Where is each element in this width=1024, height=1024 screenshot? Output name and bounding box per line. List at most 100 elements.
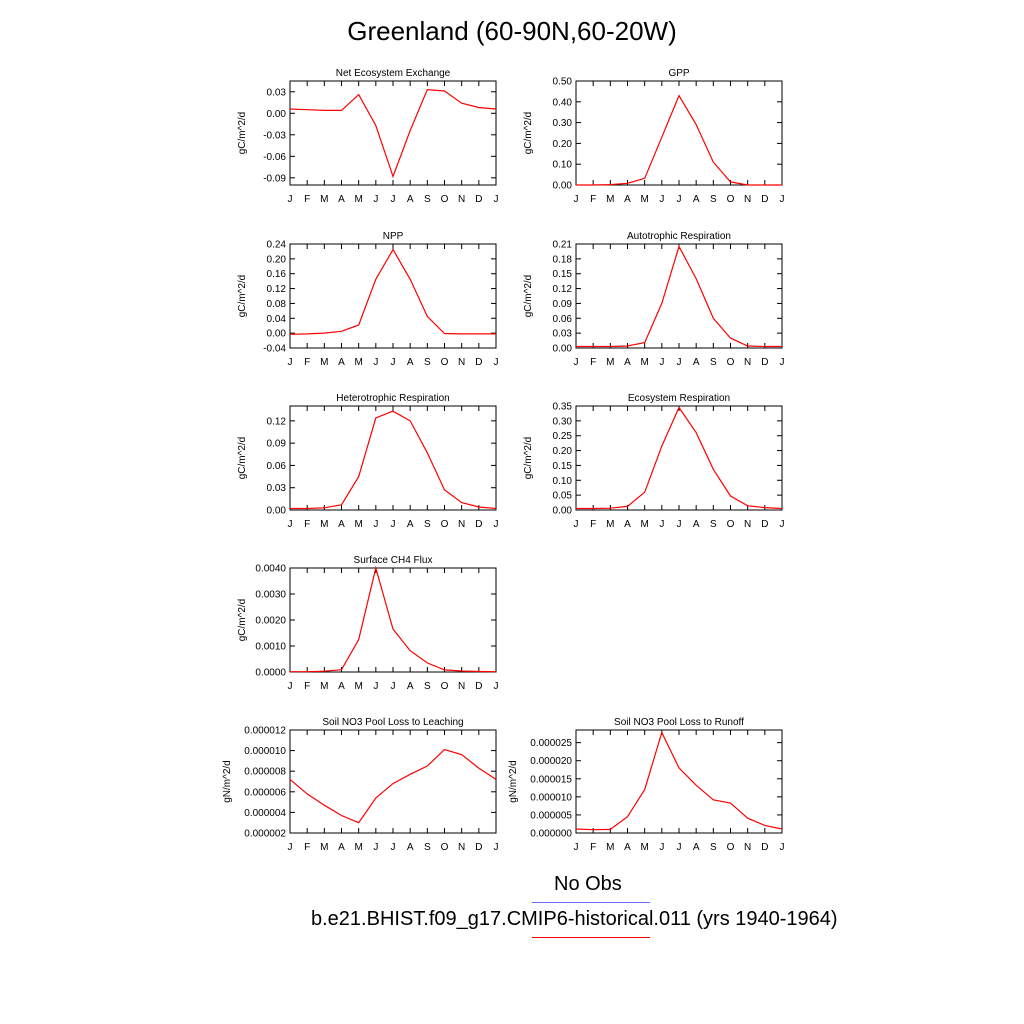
x-tick-label: O (727, 194, 735, 205)
x-tick-label: N (744, 519, 751, 530)
x-tick-label: S (710, 842, 717, 853)
y-tick-label: -0.04 (263, 344, 286, 355)
x-tick-label: S (424, 842, 431, 853)
x-tick-label: A (624, 842, 631, 853)
x-tick-label: N (458, 681, 465, 692)
y-tick-label: 0.25 (553, 431, 573, 442)
x-tick-label: J (373, 681, 378, 692)
x-tick-label: D (761, 357, 768, 368)
x-tick-label: J (373, 194, 378, 205)
x-tick-label: A (338, 357, 345, 368)
legend-obs-label: No Obs (554, 873, 622, 895)
x-tick-label: F (304, 681, 310, 692)
x-tick-label: M (320, 842, 328, 853)
x-tick-label: J (288, 519, 293, 530)
y-tick-label: 0.00 (267, 329, 287, 340)
x-tick-label: J (659, 519, 664, 530)
series-line (576, 244, 782, 348)
x-tick-label: M (354, 681, 362, 692)
y-tick-label: 0.30 (553, 416, 573, 427)
x-tick-label: M (320, 194, 328, 205)
legend-obs-line (532, 902, 650, 903)
x-tick-label: A (693, 842, 700, 853)
x-tick-label: J (391, 194, 396, 205)
x-tick-label: J (659, 194, 664, 205)
x-tick-label: F (590, 194, 596, 205)
x-tick-label: A (693, 194, 700, 205)
figure-title: Greenland (60-90N,60-20W) (347, 16, 677, 46)
x-tick-label: J (780, 194, 785, 205)
y-axis-label: gC/m^2/d (523, 437, 534, 480)
x-tick-label: J (494, 194, 499, 205)
x-tick-label: J (288, 842, 293, 853)
y-tick-label: -0.06 (263, 152, 286, 163)
x-tick-label: N (458, 842, 465, 853)
x-tick-label: M (320, 357, 328, 368)
x-tick-label: J (391, 681, 396, 692)
chart-panel: Heterotrophic Respiration gC/m^2/d 0.12 0.0… (237, 393, 499, 530)
y-tick-label: 0.20 (553, 446, 573, 457)
plot-frame (575, 729, 783, 834)
x-tick-label: J (494, 681, 499, 692)
x-tick-label: D (761, 842, 768, 853)
y-tick-label: 0.20 (553, 139, 573, 150)
y-tick-label: 0.21 (553, 240, 573, 251)
legend-model-line (532, 937, 650, 938)
y-tick-label: 0.03 (553, 329, 573, 340)
x-tick-label: A (407, 681, 414, 692)
x-tick-label: J (780, 357, 785, 368)
y-tick-label: 0.0020 (255, 616, 286, 627)
x-tick-label: M (320, 681, 328, 692)
x-tick-label: J (494, 842, 499, 853)
y-tick-label: 0.0010 (255, 642, 286, 653)
y-axis-label: gC/m^2/d (523, 275, 534, 318)
x-tick-label: D (761, 194, 768, 205)
series-line (575, 730, 783, 831)
series-line (289, 748, 497, 824)
y-tick-label: 0.18 (553, 254, 573, 265)
chart-panel: Net Ecosystem Exchange gC/m^2/d 0.03 0.00 -0… (237, 68, 499, 205)
x-tick-label: A (407, 357, 414, 368)
y-tick-label: 0.15 (553, 461, 573, 472)
x-tick-label: O (441, 842, 449, 853)
x-tick-label: J (659, 842, 664, 853)
x-tick-label: J (574, 519, 579, 530)
x-tick-label: A (624, 519, 631, 530)
panel-title: Soil NO3 Pool Loss to Runoff (614, 717, 744, 728)
y-tick-label: 0.000010 (244, 746, 286, 757)
y-tick-label: -0.03 (263, 130, 286, 141)
x-tick-label: D (761, 519, 768, 530)
y-tick-label: 0.000000 (530, 829, 572, 840)
x-tick-label: J (288, 357, 293, 368)
x-tick-label: O (727, 842, 735, 853)
x-tick-label: J (659, 357, 664, 368)
series-line (289, 88, 497, 179)
chart-panel: Ecosystem Respiration gC/m^2/d 0.35 0.30 0.2… (523, 393, 785, 530)
x-tick-label: J (574, 357, 579, 368)
y-axis-label: gC/m^2/d (237, 112, 248, 155)
y-tick-label: 0.000008 (244, 767, 286, 778)
x-tick-label: M (640, 519, 648, 530)
x-tick-label: S (424, 194, 431, 205)
x-tick-label: N (458, 194, 465, 205)
plot-frame (575, 405, 783, 511)
x-tick-label: M (606, 519, 614, 530)
y-tick-label: 0.09 (267, 439, 287, 450)
x-tick-label: S (710, 357, 717, 368)
x-tick-label: A (693, 519, 700, 530)
x-tick-label: A (338, 681, 345, 692)
y-tick-label: 0.10 (553, 160, 573, 171)
x-tick-label: O (727, 357, 735, 368)
y-tick-label: 0.000004 (244, 808, 286, 819)
x-tick-label: M (354, 357, 362, 368)
panel-title: GPP (668, 68, 689, 79)
panel-title: Net Ecosystem Exchange (336, 68, 451, 79)
x-tick-label: F (304, 194, 310, 205)
x-tick-label: J (391, 357, 396, 368)
x-tick-label: O (727, 519, 735, 530)
x-tick-label: M (640, 194, 648, 205)
x-tick-label: J (574, 842, 579, 853)
y-tick-label: -0.09 (263, 173, 286, 184)
